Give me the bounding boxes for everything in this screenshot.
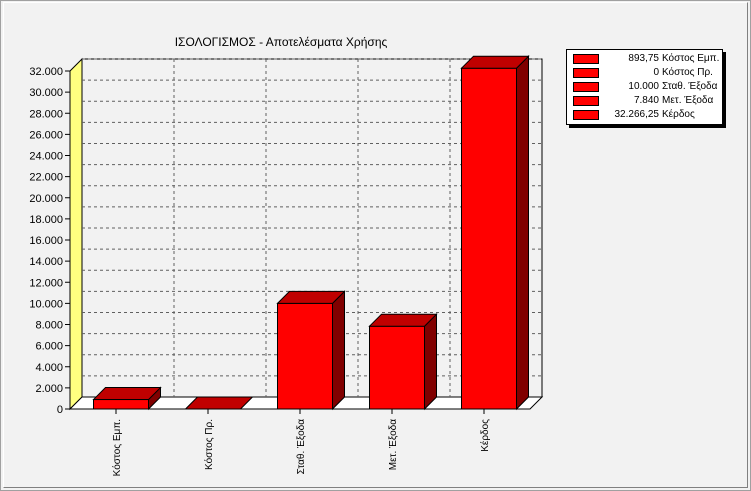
legend-item: 32.266,25 Κέρδος — [571, 109, 721, 122]
bar-side — [332, 290, 345, 411]
bar-top — [184, 396, 254, 410]
bar-side — [516, 54, 529, 411]
legend-value: 7.840 — [633, 95, 659, 106]
legend-value: 32.266,25 — [614, 109, 660, 120]
y-tick-label: 24.000 — [29, 151, 63, 163]
legend-item: 0 Κόστος Πρ. — [571, 67, 721, 80]
legend-swatch — [573, 110, 599, 120]
bar-front — [277, 302, 333, 410]
x-tick-label: Κέρδος — [479, 419, 491, 452]
y-tick-label: 20.000 — [29, 193, 63, 205]
y-tick-label: 0 — [57, 404, 63, 416]
legend-item: 7.840 Μετ. Έξοδα — [571, 95, 721, 108]
y-tick-label: 18.000 — [29, 214, 63, 226]
y-tick-label: 10.000 — [29, 298, 63, 310]
legend-swatch — [573, 54, 599, 64]
legend-item: 10.000 Σταθ. Έξοδα — [571, 81, 721, 94]
y-tick-label: 6.000 — [35, 341, 63, 353]
chart-title: ΙΣΟΛΟΓΙΣΜΟΣ - Αποτελέσματα Χρήσης — [174, 35, 388, 49]
y-tick-label: 12.000 — [29, 277, 63, 289]
legend-label: Κέρδος — [662, 109, 695, 120]
bar-top — [460, 55, 530, 69]
y-tick-label: 8.000 — [35, 320, 63, 332]
x-tick-label: Σταθ. Έξοδα — [296, 419, 307, 475]
y-axis-wall — [69, 57, 83, 411]
legend-swatch — [573, 96, 599, 106]
bar-front — [93, 399, 149, 410]
y-tick-label: 2.000 — [35, 383, 63, 395]
y-tick-label: 16.000 — [29, 235, 63, 247]
legend-swatch — [573, 82, 599, 92]
y-tick-label: 28.000 — [29, 108, 63, 120]
bar-side — [424, 312, 437, 411]
legend-value: 0 — [653, 67, 659, 78]
bar-top — [368, 313, 438, 327]
y-tick-label: 14.000 — [29, 256, 63, 268]
bar-top — [276, 290, 346, 304]
legend-label: Κόστος Πρ. — [662, 67, 713, 78]
x-tick-label: Κόστος Εμπ. — [111, 419, 123, 476]
x-tick-label: Μετ. Έξοδα — [388, 419, 399, 470]
bar-top — [92, 387, 162, 401]
y-tick-label: 22.000 — [29, 172, 63, 184]
legend-label: Κόστος Εμπ. — [662, 53, 720, 64]
x-tick-label: Κόστος Πρ. — [203, 419, 215, 470]
bar-front — [369, 325, 425, 410]
legend: 893,75 Κόστος Εμπ. 0 Κόστος Πρ. 10.000 Σ… — [566, 49, 723, 125]
legend-label: Μετ. Έξοδα — [662, 95, 714, 106]
y-tick-label: 30.000 — [29, 87, 63, 99]
y-tick-label: 32.000 — [29, 66, 63, 78]
y-tick-label: 4.000 — [35, 362, 63, 374]
legend-value: 893,75 — [628, 53, 659, 64]
legend-label: Σταθ. Έξοδα — [662, 81, 718, 92]
chart-border — [3, 2, 748, 488]
y-tick-label: 26.000 — [29, 129, 63, 141]
legend-value: 10.000 — [628, 81, 659, 92]
legend-item: 893,75 Κόστος Εμπ. — [571, 53, 721, 66]
legend-swatch — [573, 68, 599, 78]
bar-front — [461, 67, 517, 410]
